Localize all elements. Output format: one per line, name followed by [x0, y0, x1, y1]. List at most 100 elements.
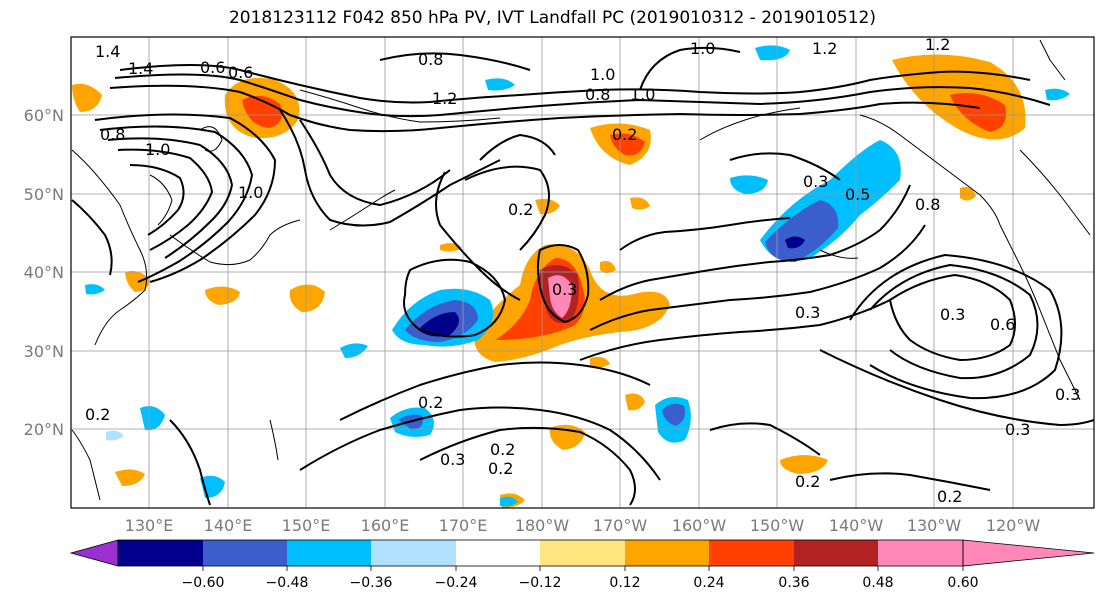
contour-label: 0.6 [200, 58, 225, 77]
shading-region [730, 175, 768, 194]
contour-label: 0.5 [845, 185, 870, 204]
contour-label: 0.3 [1005, 420, 1030, 439]
shading-region [600, 261, 616, 273]
contour-label: 0.2 [508, 200, 533, 219]
shading-region [205, 286, 240, 305]
shading-region [289, 284, 325, 312]
colorbar-tick-label: 0.36 [778, 575, 809, 591]
shading-region [242, 95, 283, 128]
contour-label: 0.2 [418, 393, 443, 412]
lat-label: 20°N [24, 420, 64, 439]
lat-label: 40°N [24, 263, 64, 282]
shading-region [125, 271, 150, 292]
lon-label: 140°W [829, 516, 884, 535]
contour-label: 1.0 [690, 39, 715, 58]
colorbar-segment [794, 540, 878, 566]
lon-label: 150°E [282, 516, 331, 535]
shading-region [140, 406, 165, 431]
contour-label: 0.3 [552, 280, 577, 299]
colorbar-segment [540, 540, 625, 566]
colorbar-tick-label: −0.36 [350, 575, 393, 591]
contour-label: 0.8 [585, 85, 610, 104]
shading-region [1045, 88, 1070, 101]
contour-label: 0.6 [990, 315, 1015, 334]
colorbar-segment [371, 540, 456, 566]
colorbar-segment [878, 540, 963, 566]
shading-region [485, 78, 515, 91]
colorbar-ticks [202, 566, 964, 571]
contour-label: 1.0 [145, 140, 170, 159]
colorbar-segment [625, 540, 709, 566]
colorbar-tick-label: −0.24 [435, 575, 478, 591]
colorbar-tick-label: 0.48 [862, 575, 893, 591]
colorbar-segment [709, 540, 794, 566]
shading-region [950, 92, 1006, 132]
lon-label: 130°E [125, 516, 174, 535]
map-frame [70, 36, 1095, 509]
shading-region [765, 200, 839, 262]
colorbar: −0.60 −0.48 −0.36 −0.24 −0.12 0.12 0.24 … [69, 539, 1095, 591]
map-title: 2018123112 F042 850 hPa PV, IVT Landfall… [228, 8, 876, 28]
colorbar-tick-label: 0.12 [609, 575, 640, 591]
colorbar-extend-right [962, 539, 1095, 567]
colorbar-tick-label: 0.24 [693, 575, 724, 591]
longitude-labels: 130°E 140°E 150°E 160°E 170°E 180°W 170°… [125, 516, 1041, 535]
contour-label: 1.4 [95, 42, 120, 61]
contour-label: 0.8 [100, 125, 125, 144]
lon-label: 130°W [907, 516, 962, 535]
shading-region [755, 45, 790, 61]
shading-region [418, 312, 459, 337]
contour-label: 0.3 [803, 172, 828, 191]
contour-label: 0.3 [1055, 385, 1080, 404]
latitude-labels: 60°N 50°N 40°N 30°N 20°N [24, 106, 64, 439]
shading-region [785, 236, 805, 249]
colorbar-tick-label: −0.12 [519, 575, 562, 591]
contour-label: 0.6 [228, 63, 253, 82]
shading-region [590, 356, 610, 368]
contour-label: 1.2 [812, 39, 837, 58]
shading-region [115, 469, 145, 486]
contour-label: 0.3 [440, 450, 465, 469]
coastlines [71, 39, 1091, 501]
shading-region [72, 83, 102, 112]
shading-region [610, 133, 645, 156]
colorbar-segment [118, 540, 203, 566]
contour-label: 0.2 [488, 459, 513, 478]
shading-region [500, 496, 518, 507]
contour-label: 0.2 [490, 440, 515, 459]
contour-label: 0.2 [85, 405, 110, 424]
shading-region [630, 197, 650, 210]
lon-label: 180°W [515, 516, 570, 535]
shading-region [662, 403, 685, 426]
contour-label: 1.4 [128, 59, 153, 78]
colorbar-extend-left [69, 539, 119, 567]
colorbar-tick-label: 0.60 [947, 575, 978, 591]
lon-label: 120°W [986, 516, 1041, 535]
colorbar-segment [456, 540, 540, 566]
contour-label: 0.8 [418, 50, 443, 69]
pv-contours [71, 46, 1094, 506]
lon-label: 150°W [750, 516, 805, 535]
shading-region [548, 275, 572, 318]
lon-label: 170°E [439, 516, 488, 535]
lon-label: 140°E [204, 516, 253, 535]
colorbar-segment [203, 540, 287, 566]
lon-label: 160°E [361, 516, 410, 535]
map-contents [71, 37, 1094, 508]
contour-label: 1.0 [630, 85, 655, 104]
colorbar-segment [287, 540, 371, 566]
colorbar-outline [117, 539, 964, 567]
contour-label: 1.2 [925, 35, 950, 54]
shading-region [106, 430, 124, 441]
contour-label: 0.3 [795, 303, 820, 322]
contour-label: 0.3 [940, 305, 965, 324]
contour-label: 1.0 [590, 65, 615, 84]
colorbar-tick-label: −0.60 [182, 575, 225, 591]
contour-label: 1.2 [432, 89, 457, 108]
lat-label: 60°N [24, 106, 64, 125]
contour-label: 0.8 [915, 195, 940, 214]
colorbar-tick-label: −0.48 [266, 575, 309, 591]
contour-label: 1.0 [238, 183, 263, 202]
shading-region [625, 393, 645, 411]
